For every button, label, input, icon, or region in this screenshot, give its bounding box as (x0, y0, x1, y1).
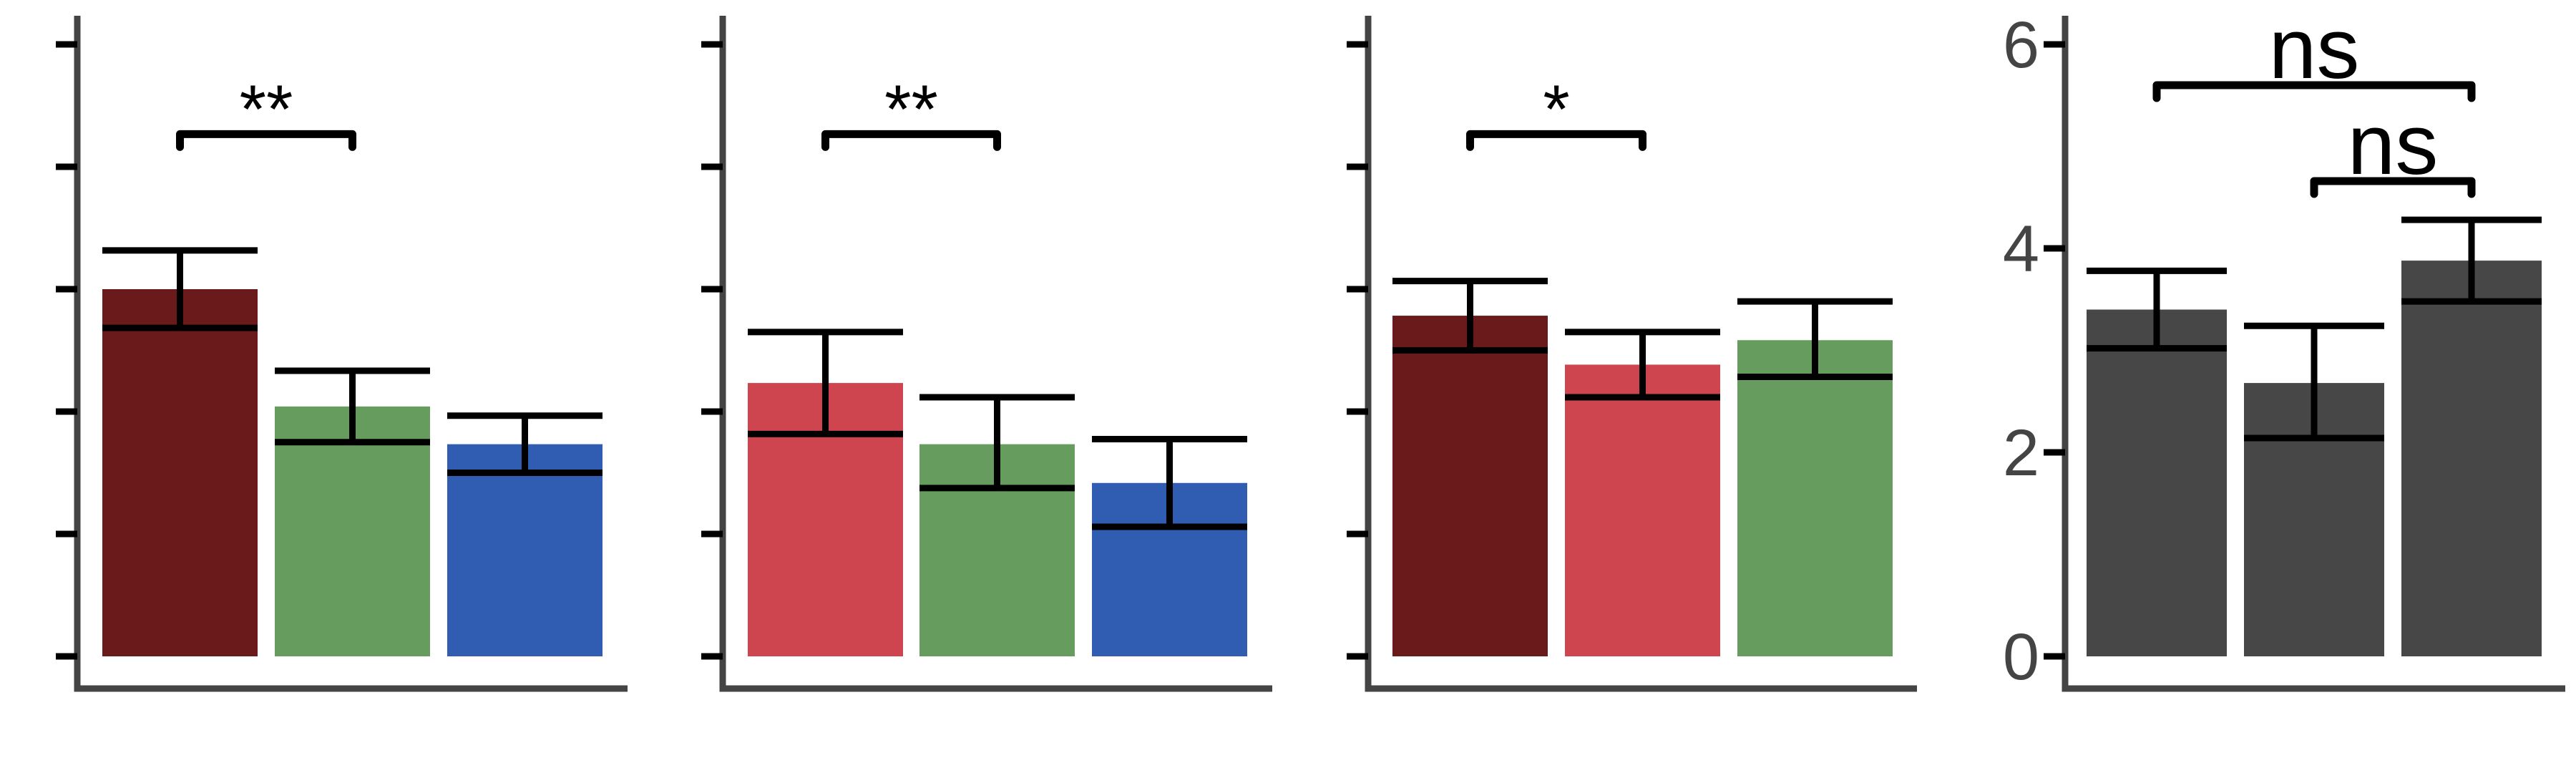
bar (2401, 261, 2542, 657)
significance-label: ** (884, 71, 938, 147)
bar (447, 444, 602, 656)
chart-panel-3: * (1347, 16, 1917, 692)
bar (1565, 364, 1720, 656)
bar (102, 289, 258, 656)
y-tick-label: 0 (2003, 621, 2039, 694)
y-tick-label: 2 (2003, 417, 2039, 490)
y-tick-label: 4 (2003, 213, 2039, 286)
y-tick-label: 6 (2003, 9, 2039, 82)
bar (1392, 316, 1548, 656)
bar (1737, 340, 1893, 656)
bar (275, 406, 430, 656)
significance-bracket (176, 130, 356, 151)
significance-bracket (1466, 130, 1646, 151)
significance-label: ns (2269, 1, 2360, 97)
significance-bracket (2310, 177, 2476, 198)
chart-panel-1: ** (56, 16, 628, 692)
chart-panel-2: ** (701, 16, 1272, 692)
significance-label: * (1543, 71, 1569, 147)
significance-label: ns (2348, 97, 2439, 193)
significance-bracket (2152, 81, 2476, 102)
significance-label: ** (240, 71, 293, 147)
bar (2087, 309, 2227, 656)
significance-bracket (821, 130, 1001, 151)
